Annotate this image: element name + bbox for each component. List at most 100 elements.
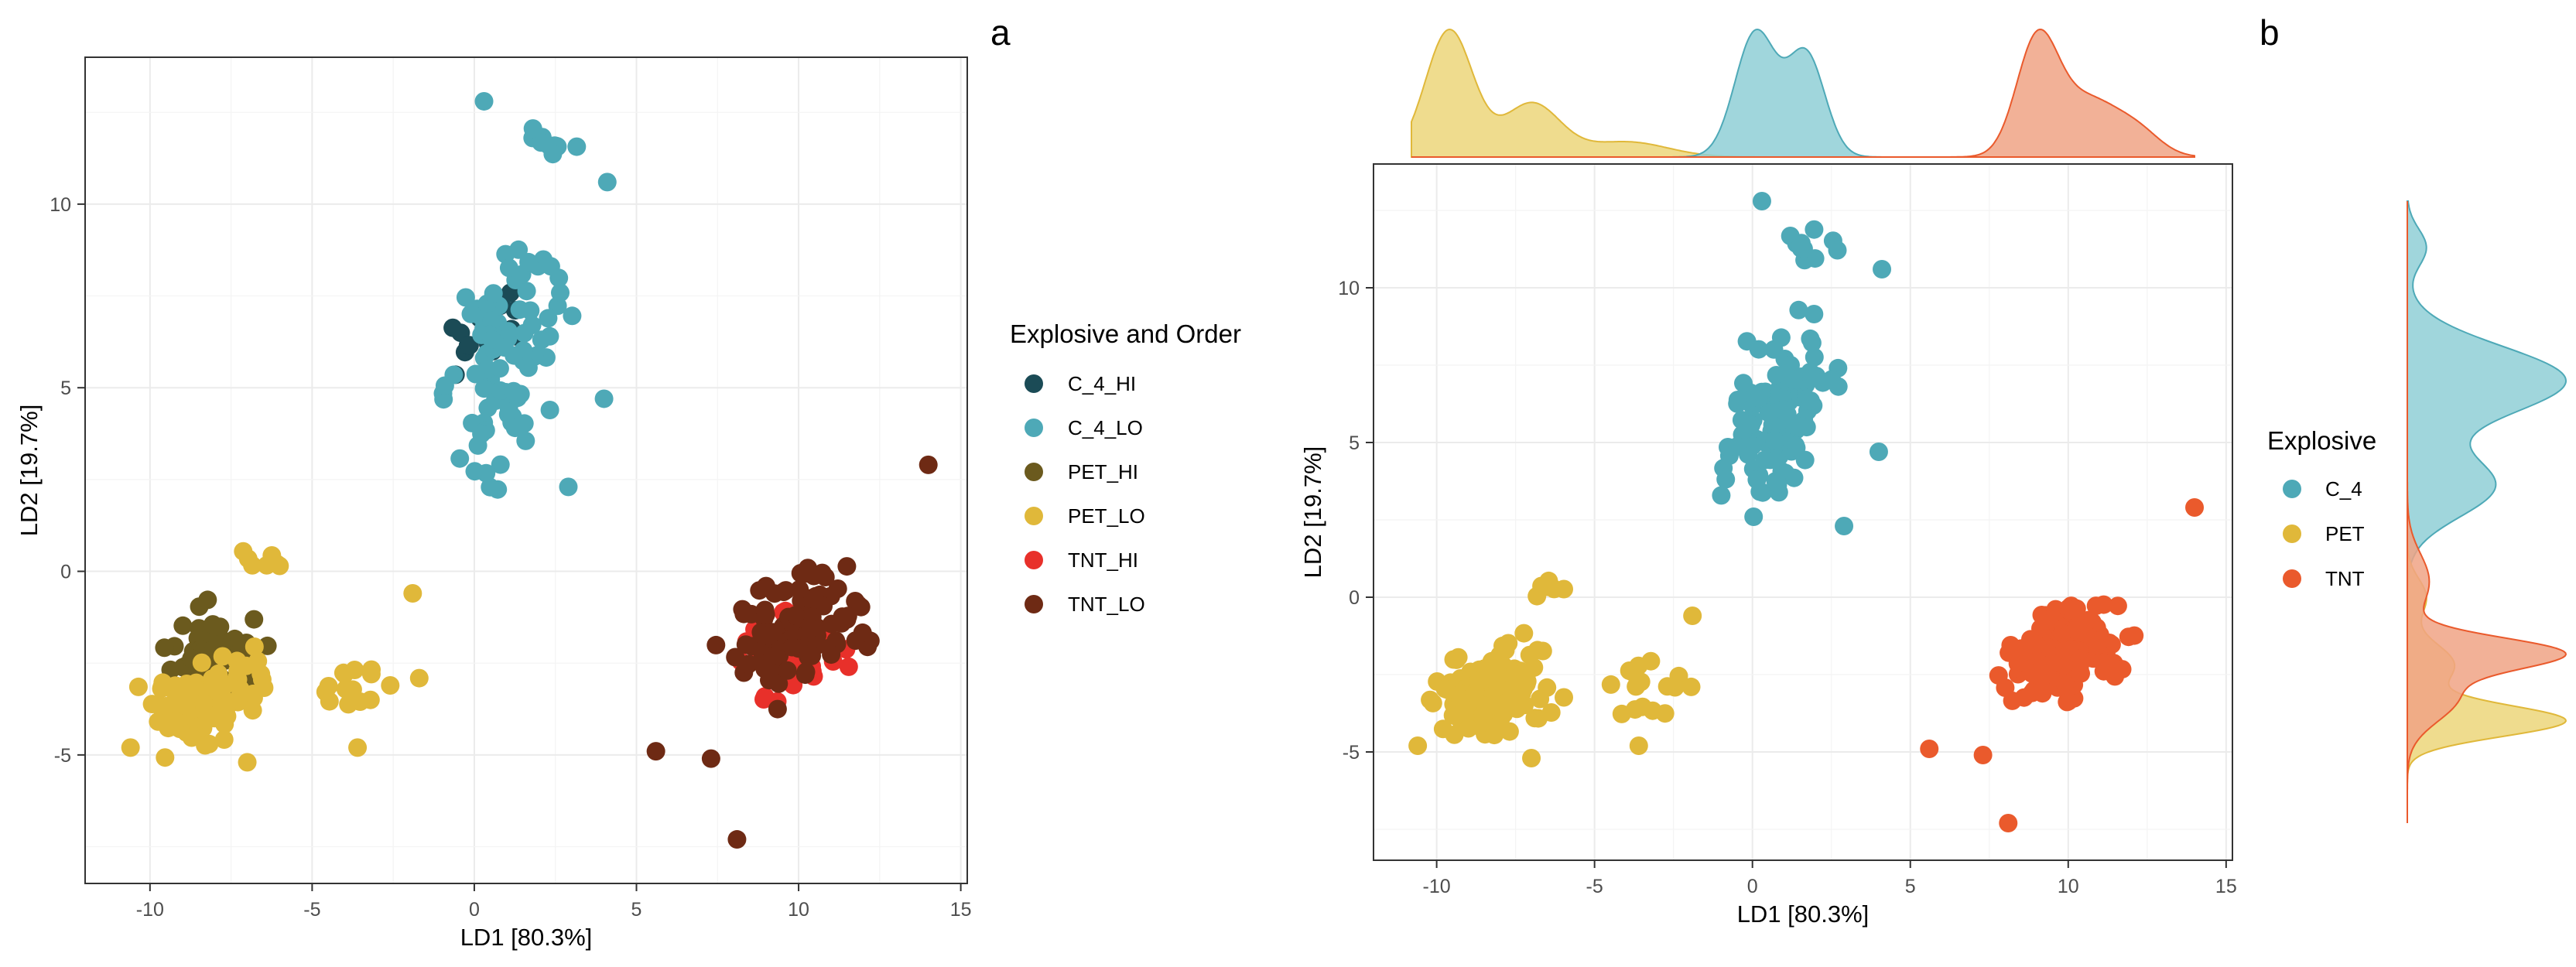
point-tnt-lo [778,661,797,680]
point-c-4-lo [491,455,510,474]
point-pet [1665,678,1685,697]
panel-b-y-axis: -5 0 5 10 [1338,278,1374,764]
point-pet [1629,736,1648,755]
x-tick-label: 10 [2058,876,2079,897]
panel-b-y-axis-title: LD2 [19.7%] [1299,446,1326,579]
panel-a-y-axis-title: LD2 [19.7%] [15,405,43,537]
point-c-4 [1802,333,1822,353]
point-pet-lo [257,555,276,575]
point-tnt-lo [796,662,816,682]
point-c-4-lo [481,477,500,497]
panel-a-letter: a [990,12,1011,53]
point-pet-lo [362,660,381,679]
point-tnt [2003,691,2022,710]
point-pet-lo [121,738,140,757]
legend-label-tnt-hi: TNT_HI [1068,548,1138,572]
panel-b-plot-area [1374,164,2232,860]
point-pet-lo [142,695,162,714]
point-c-4-lo [491,381,510,400]
point-c-4 [1765,432,1784,450]
point-tnt [1989,666,2008,685]
point-pet-lo [248,651,268,671]
point-tnt [2086,596,2106,616]
point-tnt-lo [756,605,775,624]
point-pet-lo [203,669,222,689]
y-tick-label: -5 [54,745,71,767]
panel-b-points [1408,192,2205,832]
point-pet-lo [227,651,247,671]
legend-label-pet-hi: PET_HI [1068,460,1138,483]
point-c-4 [1728,391,1747,409]
point-pet [1476,696,1496,716]
point-pet [1480,665,1499,684]
point-c-4 [1749,340,1768,359]
point-pet [1631,672,1651,692]
legend-swatch-tnt-lo [1025,595,1043,613]
point-c-4 [1789,300,1808,319]
point-c-4-lo [597,173,617,192]
legend-label-pet: PET [2325,522,2365,545]
point-pet-hi [245,610,264,629]
point-c-4-lo [559,477,578,497]
point-pet-hi [155,638,174,658]
point-c-4-lo [482,311,501,330]
point-pet-lo [238,753,257,772]
point-tnt-lo [763,623,782,642]
point-c-4 [1752,192,1771,210]
point-pet [1447,650,1466,669]
panel-a-y-axis: -5 0 5 10 [50,194,85,767]
point-c-4 [1869,442,1888,461]
density-ld1-tnt [1411,28,2195,158]
point-tnt [2055,674,2075,693]
y-tick-label: 5 [60,378,71,399]
point-tnt [1973,746,1993,764]
point-c-4 [1828,241,1847,260]
point-tnt [2119,627,2138,647]
point-pet [1423,693,1442,712]
point-tnt [1920,740,1939,758]
panel-b-legend-title: Explosive [2267,426,2376,455]
point-tnt-lo [727,830,747,849]
point-pet [1525,709,1545,728]
point-tnt-lo [851,597,871,617]
panel-a: -10 -5 0 5 10 15 -5 0 5 10 LD1 [80.3%] LD2 [19.7… [15,12,1241,951]
point-tnt [2027,635,2046,654]
point-pet [1496,693,1515,712]
point-tnt-lo [801,619,820,638]
point-pet-lo [194,694,214,712]
point-c-4-lo [450,449,470,468]
point-tnt-lo [802,646,822,665]
point-pet [1683,607,1702,625]
x-tick-label: -10 [136,899,164,921]
point-tnt [2065,620,2085,639]
legend-swatch-pet [2283,525,2301,543]
point-tnt-hi [784,675,803,695]
panel-b-top-density [1411,28,2195,158]
point-pet [1532,576,1551,596]
point-pet-lo [204,709,224,728]
point-pet-lo [128,677,148,696]
panel-a-border [84,56,968,884]
point-c-4 [1805,220,1824,239]
point-c-4-lo [543,145,563,164]
point-pet-lo [214,730,234,749]
point-c-4 [1787,438,1806,457]
point-tnt [2058,692,2078,711]
x-tick-label: 10 [788,899,809,921]
point-tnt-lo [785,606,805,625]
panel-b-letter: b [2260,12,2280,53]
panel-a-plot-area [85,57,967,883]
point-c-4-lo [474,379,494,398]
point-pet-lo [200,734,219,753]
legend-label-c4-lo: C_4_LO [1068,416,1143,439]
point-tnt [2043,653,2062,672]
point-pet [1408,736,1428,755]
x-tick-label: 5 [631,899,642,921]
point-c-4 [1805,305,1824,323]
point-c-4-lo [484,284,503,303]
point-tnt [2108,596,2127,616]
point-c-4 [1749,388,1768,408]
panel-a-x-axis-title: LD1 [80.3%] [460,924,593,951]
point-pet-lo [157,696,176,716]
point-c-4-lo [494,338,514,357]
